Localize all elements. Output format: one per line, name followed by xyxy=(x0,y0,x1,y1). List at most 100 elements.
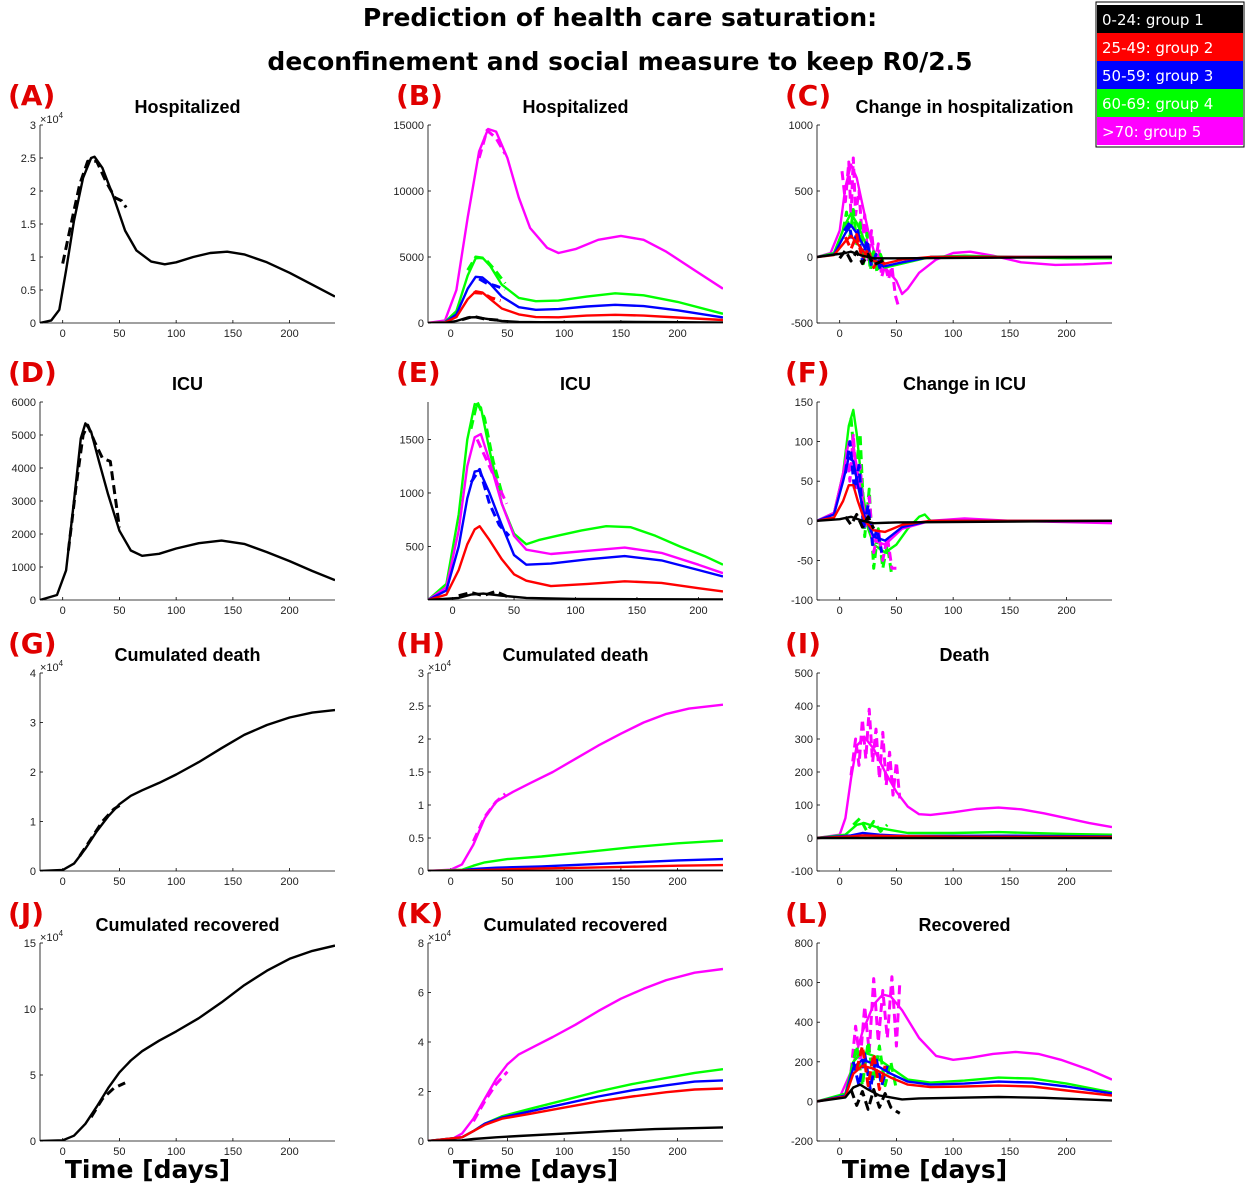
panel-i: (I) Death 0 50 100 150 200 -100 0 100 200 300 400 500 xyxy=(785,627,1112,888)
panel-title-e: ICU xyxy=(560,374,591,394)
series-line-i-3 xyxy=(852,816,889,833)
figure-title-line1: Prediction of health care saturation: xyxy=(363,3,877,32)
x-tick-label-a: 0 xyxy=(60,328,66,340)
y-tick-label-h: 2 xyxy=(418,734,424,746)
y-tick-label-f: -50 xyxy=(797,555,813,567)
panel-k: (K) Cumulated recovered 0 50 100 150 200 0 2 4 6 8 ×… xyxy=(396,897,723,1184)
x-tick-label-f: 50 xyxy=(890,605,902,617)
panel-letter-g: (G) xyxy=(8,627,57,660)
series-line-l-8 xyxy=(817,1083,1112,1103)
x-tick-label-i: 200 xyxy=(1057,876,1075,888)
series-line-c-7 xyxy=(844,233,887,270)
y-tick-label-l: 800 xyxy=(795,938,813,950)
panel-title-d: ICU xyxy=(172,374,203,394)
x-tick-label-h: 50 xyxy=(501,876,513,888)
panel-letter-k: (K) xyxy=(396,897,443,930)
x-tick-label-k: 50 xyxy=(501,1146,513,1158)
series-line-e-6 xyxy=(428,525,723,600)
x-axis-label-l: Time [days] xyxy=(842,1155,1007,1184)
y-tick-label-i: 400 xyxy=(795,701,813,713)
panel-g: (G) Cumulated death 0 50 100 150 200 0 1 2 3 4 ×104 xyxy=(8,627,335,888)
x-tick-label-j: 200 xyxy=(280,1146,298,1158)
x-tick-label-j: 150 xyxy=(224,1146,242,1158)
y-tick-label-h: 3 xyxy=(418,668,424,680)
y-tick-label-l: 600 xyxy=(795,978,813,990)
y-tick-label-j: 0 xyxy=(30,1136,36,1148)
panel-f: (F) Change in ICU 0 50 100 150 200 -100 -50 0 50 10… xyxy=(785,356,1112,617)
x-tick-label-e: 150 xyxy=(628,605,646,617)
x-tick-label-f: 100 xyxy=(944,605,962,617)
x-tick-label-i: 50 xyxy=(890,876,902,888)
y-tick-label-b: 5000 xyxy=(400,252,424,264)
y-tick-label-l: 400 xyxy=(795,1017,813,1029)
panel-e: (E) ICU 0 50 100 150 200 500 1000 1500 xyxy=(396,356,723,617)
y-tick-label-i: 100 xyxy=(795,800,813,812)
series-group-c xyxy=(817,156,1112,308)
figure-title-line2: deconfinement and social measure to keep… xyxy=(267,47,972,76)
y-exponent-k: ×104 xyxy=(428,929,452,944)
x-tick-label-e: 50 xyxy=(508,605,520,617)
series-line-b-5 xyxy=(478,277,506,291)
series-line-d-1 xyxy=(66,423,121,551)
x-tick-label-j: 50 xyxy=(113,1146,125,1158)
y-tick-label-i: 200 xyxy=(795,767,813,779)
panel-title-j: Cumulated recovered xyxy=(95,915,279,935)
x-tick-label-a: 100 xyxy=(167,328,185,340)
series-line-g-0 xyxy=(40,708,335,871)
series-line-i-5 xyxy=(817,834,1112,840)
x-tick-label-l: 0 xyxy=(837,1146,843,1158)
y-tick-label-a: 2 xyxy=(30,186,36,198)
y-tick-label-k: 8 xyxy=(418,938,424,950)
x-tick-label-d: 100 xyxy=(167,605,185,617)
x-tick-label-d: 200 xyxy=(280,605,298,617)
y-tick-label-a: 3 xyxy=(30,120,36,132)
series-line-a-1 xyxy=(61,159,128,264)
panel-a: (A) Hospitalized 0 50 100 150 200 0 0.5 1 1.5 2 2.5 3… xyxy=(8,79,335,340)
x-tick-label-i: 100 xyxy=(944,876,962,888)
x-tick-label-b: 200 xyxy=(668,328,686,340)
y-exponent-h: ×104 xyxy=(428,659,452,674)
y-tick-label-h: 1.5 xyxy=(409,767,424,779)
x-tick-label-g: 100 xyxy=(167,876,185,888)
series-line-b-7 xyxy=(473,291,502,303)
y-tick-label-b: 15000 xyxy=(393,120,424,132)
legend-swatch-group2 xyxy=(1097,33,1243,61)
y-tick-label-k: 6 xyxy=(418,988,424,1000)
x-axis-label-k: Time [days] xyxy=(453,1155,618,1184)
panel-l: (L) Recovered 0 50 100 150 200 -200 0 200 400 600 80… xyxy=(785,897,1112,1184)
y-tick-label-e: 1000 xyxy=(400,488,424,500)
x-tick-label-h: 200 xyxy=(668,876,686,888)
y-tick-label-k: 4 xyxy=(418,1037,424,1049)
series-line-k-0 xyxy=(428,967,723,1141)
series-group-a xyxy=(40,155,335,323)
y-tick-label-f: 150 xyxy=(795,397,813,409)
series-line-h-0 xyxy=(428,703,723,871)
series-line-f-4 xyxy=(817,456,1112,542)
series-group-j xyxy=(40,944,335,1141)
series-line-b-6 xyxy=(428,290,723,323)
y-tick-label-h: 2.5 xyxy=(409,701,424,713)
panel-letter-i: (I) xyxy=(785,627,821,660)
series-line-i-2 xyxy=(817,821,1112,840)
x-tick-label-e: 200 xyxy=(689,605,707,617)
y-exponent-j: ×104 xyxy=(40,929,64,944)
legend-swatch-group3 xyxy=(1097,61,1243,89)
series-group-k xyxy=(428,967,723,1141)
x-tick-label-g: 50 xyxy=(113,876,125,888)
x-tick-label-a: 50 xyxy=(113,328,125,340)
y-tick-label-g: 3 xyxy=(30,718,36,730)
panel-letter-e: (E) xyxy=(396,356,441,389)
panel-b: (B) Hospitalized 0 50 100 150 200 0 5000 10000 150… xyxy=(393,79,723,340)
y-tick-label-a: 0 xyxy=(30,318,36,330)
x-tick-label-b: 50 xyxy=(501,328,513,340)
series-line-f-6 xyxy=(817,484,1112,534)
y-tick-label-b: 0 xyxy=(418,318,424,330)
legend-label-group1: 0-24: group 1 xyxy=(1102,11,1204,29)
series-line-e-0 xyxy=(428,402,723,600)
y-tick-label-h: 0 xyxy=(418,866,424,878)
series-group-l xyxy=(817,975,1112,1115)
series-line-i-1 xyxy=(849,707,902,799)
y-tick-label-b: 10000 xyxy=(393,186,424,198)
x-tick-label-c: 100 xyxy=(944,328,962,340)
